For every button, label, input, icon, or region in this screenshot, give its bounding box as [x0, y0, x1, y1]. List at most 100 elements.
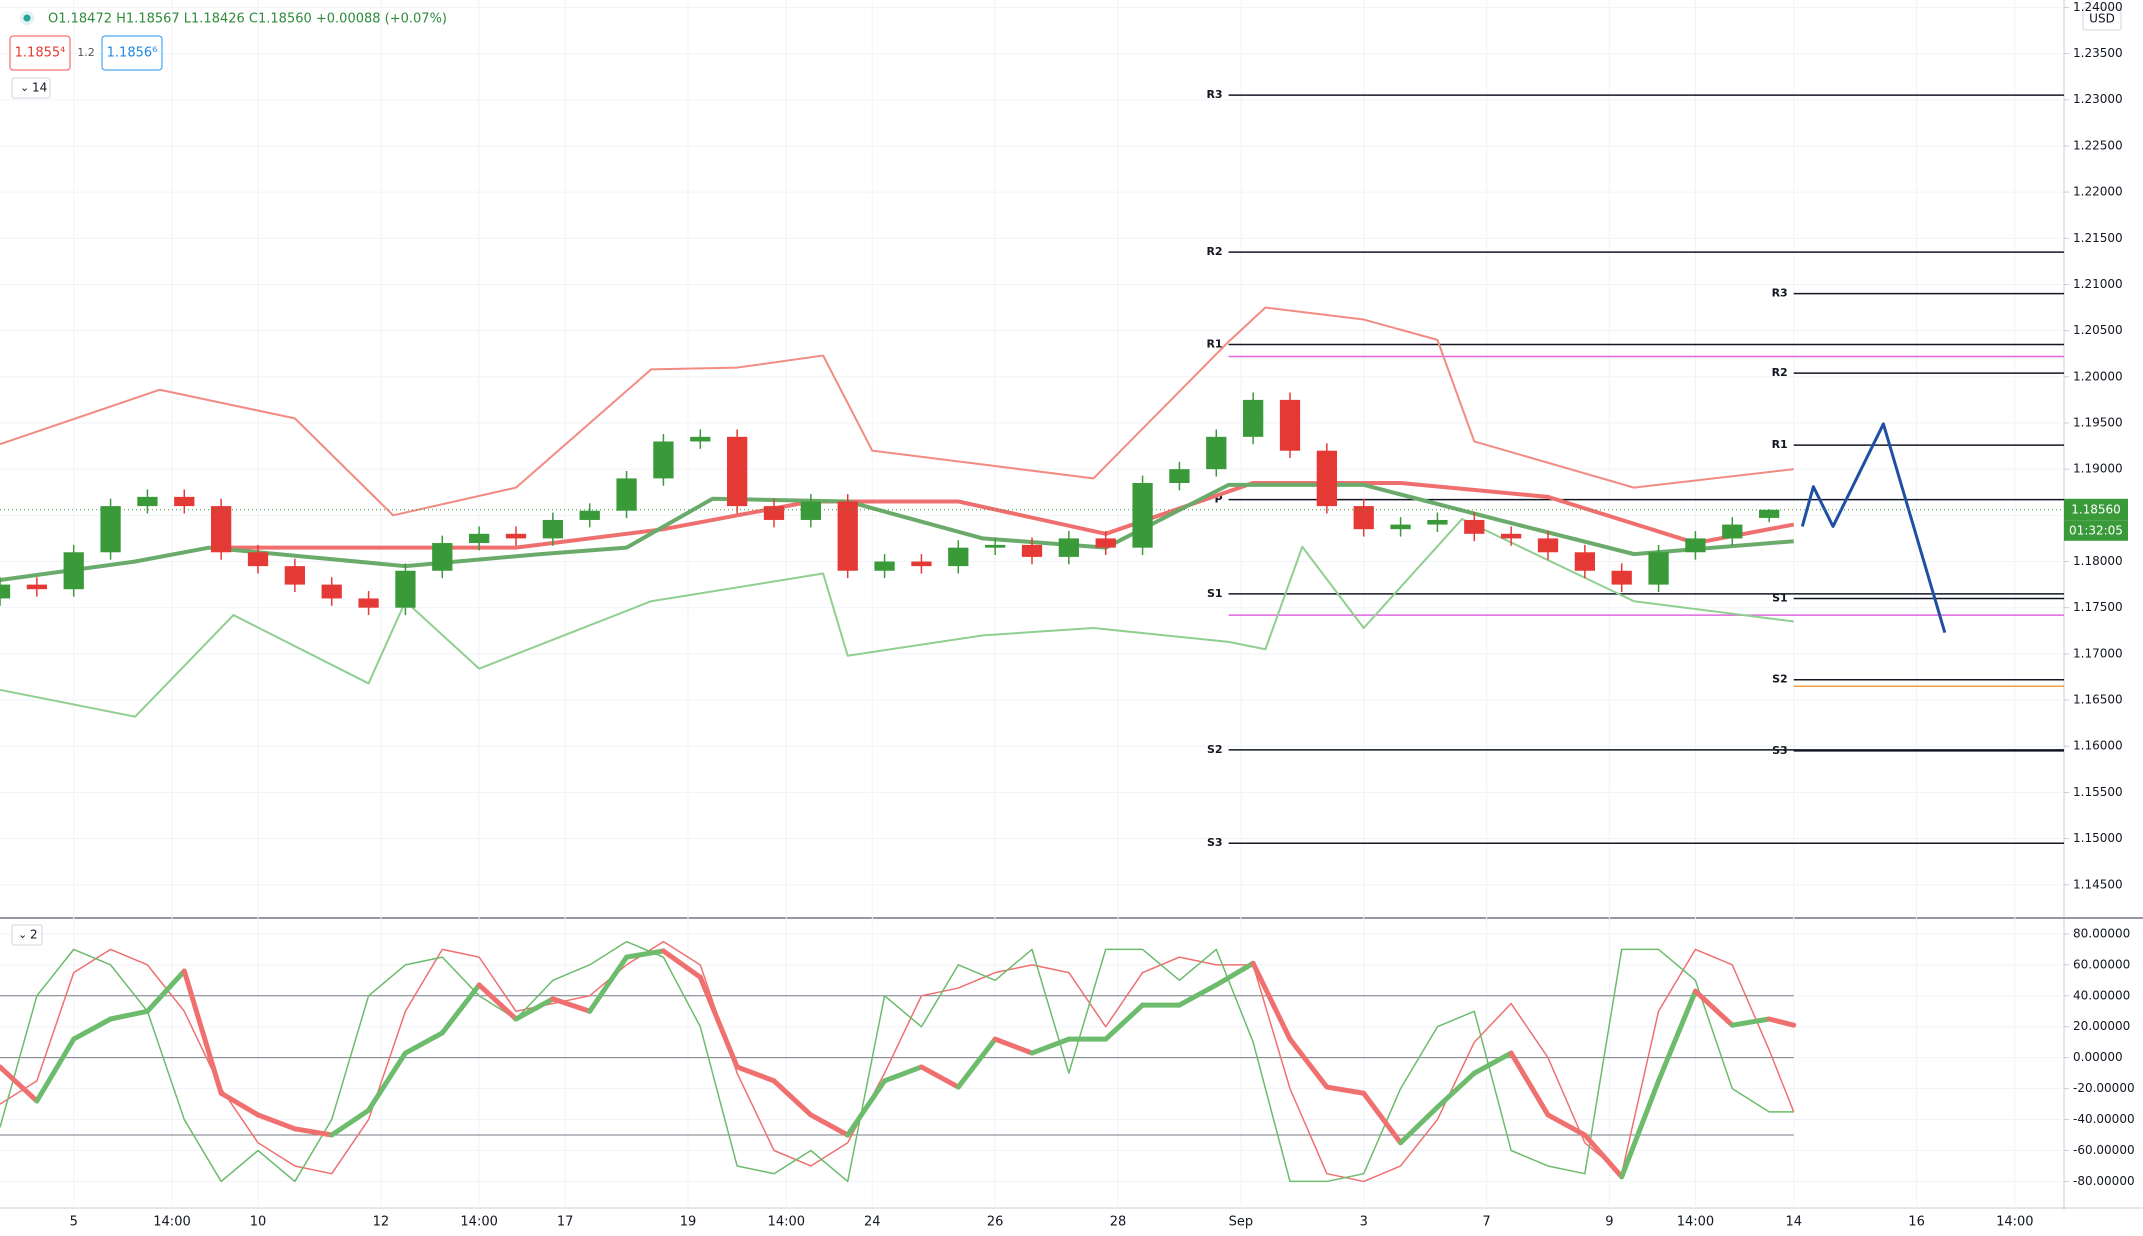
- oscillator-segment: [0, 1064, 40, 1104]
- candle-body: [1574, 552, 1595, 571]
- x-tick-label: 14:00: [768, 1215, 805, 1230]
- y-tick-label: 1.16000: [2073, 739, 2123, 753]
- candle-body: [1611, 570, 1632, 585]
- oscillator-segment: [1029, 1036, 1072, 1056]
- oscillator-segment: [660, 948, 703, 980]
- x-tick-label: 7: [1482, 1215, 1490, 1230]
- oscillator-segment: [1324, 1084, 1367, 1096]
- candle-body: [874, 561, 895, 571]
- oscillator-segment: [108, 1008, 150, 1022]
- pivot-label: R3: [1772, 287, 1788, 300]
- candle-body: [1427, 519, 1448, 525]
- candle-body: [1206, 436, 1227, 470]
- oscillator-segment: [1692, 988, 1735, 1028]
- y-tick-label: -80.00000: [2073, 1174, 2135, 1188]
- candle-body: [653, 441, 674, 479]
- band-line: [0, 306, 1794, 517]
- oscillator-segment: [329, 1107, 372, 1138]
- candle-body: [800, 501, 821, 520]
- y-tick-label: -40.00000: [2073, 1112, 2135, 1126]
- candle-body: [1722, 524, 1743, 539]
- oscillator-segment: [955, 1036, 998, 1090]
- candle-body: [1648, 552, 1669, 585]
- y-tick-label: 20.00000: [2073, 1019, 2130, 1033]
- y-tick-label: 1.18000: [2073, 554, 2123, 568]
- candle-body: [985, 544, 1006, 548]
- oscillator-segment: [697, 974, 740, 1070]
- candle-body: [505, 533, 527, 539]
- candle-body: [1095, 538, 1116, 548]
- spread: 1.2: [77, 46, 95, 59]
- forecast-line: [1800, 422, 1947, 634]
- x-tick-label: 19: [680, 1215, 697, 1230]
- x-tick-label: 3: [1360, 1215, 1368, 1230]
- candle-body: [358, 598, 379, 608]
- indicator-toggle[interactable]: [11, 77, 51, 99]
- band-line: [221, 481, 1795, 550]
- x-tick-label: 14: [1785, 1215, 1802, 1230]
- oscillator-segment: [218, 1090, 261, 1118]
- y-tick-label: 1.14500: [2073, 877, 2123, 891]
- countdown-tag: [2064, 520, 2128, 541]
- x-tick-label: 9: [1605, 1215, 1613, 1230]
- oscillator-label: 2: [30, 928, 38, 942]
- candle-body: [1464, 519, 1485, 534]
- x-tick-label: 16: [1908, 1215, 1925, 1230]
- x-tick-label: 14:00: [153, 1215, 190, 1230]
- buy-button[interactable]: [101, 35, 163, 71]
- oscillator-segment: [1471, 1050, 1514, 1076]
- candle-body: [63, 552, 84, 590]
- candle-body: [174, 496, 195, 507]
- currency-box[interactable]: [2082, 7, 2122, 31]
- oscillator-segment: [1656, 988, 1698, 1084]
- pivot-label: S1: [1772, 591, 1788, 604]
- y-tick-label: 1.23000: [2073, 92, 2123, 106]
- y-tick-label: 40.00000: [2073, 988, 2130, 1002]
- oscillator-toggle[interactable]: [11, 924, 43, 946]
- x-tick-label: 14:00: [460, 1215, 497, 1230]
- candle-body: [100, 506, 121, 553]
- x-tick-label: 14:00: [1996, 1215, 2033, 1230]
- oscillator-segment: [1176, 982, 1219, 1008]
- y-tick-label: 1.21500: [2073, 231, 2123, 245]
- pivot-label: R1: [1772, 438, 1788, 451]
- candle-body: [0, 584, 11, 599]
- candle-body: [727, 436, 748, 507]
- sell-button[interactable]: [9, 35, 71, 71]
- oscillator-segment: [1103, 1002, 1146, 1042]
- oscillator-segment: [1250, 960, 1293, 1042]
- oscillator-segment: [1729, 1016, 1772, 1028]
- oscillator-segment: [734, 1064, 777, 1084]
- oscillator-segment: [1398, 1104, 1440, 1146]
- oscillator-segment: [771, 1078, 814, 1118]
- oscillator-segment: [992, 1036, 1035, 1056]
- ohlc-header: O1.18472 H1.18567 L1.18426 C1.18560 +0.0…: [48, 12, 447, 27]
- pivot-label: R1: [1206, 337, 1222, 350]
- y-tick-label: -60.00000: [2073, 1143, 2135, 1157]
- y-tick-label: 0.00000: [2073, 1050, 2123, 1064]
- y-tick-label: 1.22500: [2073, 138, 2123, 152]
- oscillator-segment: [181, 968, 224, 1096]
- oscillator-segment: [34, 1036, 77, 1104]
- oscillator-segment: [1287, 1036, 1330, 1090]
- pivot-label: S3: [1772, 744, 1788, 757]
- oscillator-segment: [402, 1030, 445, 1056]
- candle-body: [1353, 506, 1374, 530]
- x-tick-label: 14:00: [1677, 1215, 1714, 1230]
- candle-body: [1537, 538, 1559, 553]
- pivot-label: S3: [1207, 836, 1223, 849]
- pivot-label: S1: [1207, 587, 1223, 600]
- sell-price[interactable]: 1.1855⁴: [15, 46, 66, 61]
- oscillator-segment: [550, 996, 593, 1014]
- last-price: 1.18560: [2071, 502, 2121, 516]
- oscillator-segment: [1582, 1132, 1625, 1180]
- candle-body: [26, 584, 47, 590]
- buy-price[interactable]: 1.1856⁶: [107, 46, 158, 61]
- y-tick-label: -20.00000: [2073, 1081, 2135, 1095]
- pivot-label: S2: [1772, 673, 1788, 686]
- candle-body: [579, 510, 600, 520]
- status-dot: [23, 14, 31, 22]
- x-tick-label: 12: [373, 1215, 390, 1230]
- x-tick-label: 5: [70, 1215, 78, 1230]
